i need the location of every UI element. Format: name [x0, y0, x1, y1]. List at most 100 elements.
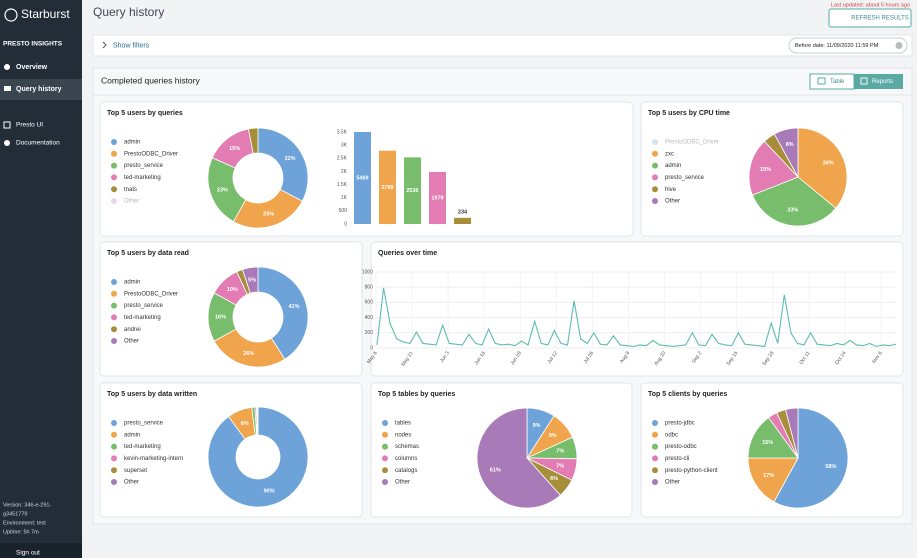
legend-label: presto-jdbc: [665, 421, 695, 427]
y-tick-label: 1000: [362, 269, 373, 275]
legend-label: ted-marketing: [124, 315, 161, 321]
card-title: Top 5 users by data written: [107, 391, 197, 398]
panel-title: Completed queries history: [101, 75, 200, 85]
slice-label: 33%: [787, 207, 798, 213]
section-label: PRESTO INSIGHTS: [3, 41, 63, 48]
bar: [379, 150, 396, 224]
y-tick-label: 1K: [341, 195, 348, 201]
legend-swatch: [382, 467, 388, 474]
nav-icon: [4, 86, 11, 91]
slice: [751, 176, 837, 227]
toggle-label: Reports: [872, 79, 893, 85]
legend-swatch: [111, 186, 117, 193]
legend-label: ted-marketing: [124, 175, 161, 181]
slice-label: 36%: [823, 160, 834, 166]
legend-label: kevin-marketing-intern: [124, 456, 183, 462]
nav-link[interactable]: Documentation: [16, 140, 60, 147]
page-title: Query history: [93, 5, 164, 19]
slice: [748, 140, 799, 196]
legend-label: schemas: [395, 444, 419, 450]
legend-swatch: [652, 431, 658, 438]
table-icon: [817, 77, 826, 85]
y-tick-label: 800: [365, 285, 374, 291]
y-tick-label: 600: [365, 300, 374, 306]
refresh-button[interactable]: [828, 8, 912, 28]
legend-label: presto-python-client: [665, 468, 718, 474]
refresh-label: REFRESH RESULTS: [851, 16, 909, 22]
sign-out[interactable]: Sign out: [16, 550, 40, 557]
chevron: [102, 41, 107, 49]
legend-swatch: [652, 198, 658, 204]
legend-label: Other: [124, 199, 139, 205]
date-pill[interactable]: [788, 37, 908, 54]
legend-swatch: [652, 455, 658, 462]
slice: [256, 406, 259, 436]
slice-label: 7%: [556, 448, 564, 454]
reports-icon: [860, 77, 868, 85]
legend-label: nodes: [395, 432, 411, 438]
legend-label: zxc: [665, 151, 674, 157]
legend-swatch: [111, 443, 117, 450]
legend-label: PrestoODBC_Driver: [124, 291, 178, 297]
nav-link[interactable]: Presto UI: [16, 122, 43, 129]
slice: [785, 407, 799, 459]
clear-date[interactable]: [895, 42, 903, 49]
bars: [354, 132, 471, 224]
slice-label: 25%: [263, 211, 274, 217]
slice-label: 19%: [760, 167, 771, 173]
legend-label: presto-cli: [665, 456, 689, 462]
legend-swatch: [382, 420, 388, 426]
version: Uptime: 5h 7m: [3, 529, 39, 535]
version: g3451779: [3, 511, 27, 517]
legend-swatch: [652, 443, 658, 450]
slice-label: 15%: [229, 146, 240, 152]
legend-swatch: [111, 479, 117, 485]
line: [376, 287, 897, 348]
legend-label: ted-marketing: [124, 444, 161, 450]
legend-label: admin: [124, 432, 140, 438]
card-title: Top 5 users by CPU time: [648, 110, 730, 117]
card-title: Queries over time: [378, 250, 437, 257]
slice-label: 5%: [248, 277, 256, 283]
legend-label: presto_service: [124, 163, 164, 169]
slice: [773, 407, 849, 509]
legend-swatch: [111, 338, 117, 344]
legend-swatch: [652, 467, 658, 474]
slice: [257, 127, 309, 202]
slice: [257, 266, 309, 360]
legend-swatch: [652, 139, 658, 145]
slice-label: 9%: [549, 433, 557, 439]
legend-swatch: [111, 174, 117, 181]
card-title: Top 5 users by queries: [107, 110, 183, 117]
legend-label: hive: [665, 187, 677, 193]
legend-swatch: [382, 443, 388, 450]
slice: [242, 266, 259, 294]
nav-item[interactable]: Query history: [16, 86, 62, 93]
y-tick-label: 0: [344, 221, 347, 227]
y-tick-label: 2.5K: [337, 156, 348, 162]
legend-swatch: [652, 162, 658, 169]
brand: Starburst: [21, 7, 70, 21]
version: Environment: test: [3, 520, 46, 526]
slice-label: 17%: [763, 473, 774, 479]
legend-label: catalogs: [395, 468, 417, 474]
legend-swatch: [652, 174, 658, 181]
bar-label: 5469: [356, 175, 368, 181]
show-filters[interactable]: Show filters: [113, 42, 150, 49]
slice-label: 58%: [825, 464, 836, 470]
legend-swatch: [652, 150, 658, 157]
card: [370, 241, 904, 377]
legend-swatch: [111, 431, 117, 438]
nav-item[interactable]: Overview: [16, 64, 48, 71]
legend-label: presto_service: [124, 303, 164, 309]
slice: [207, 406, 309, 508]
legend-swatch: [111, 314, 117, 321]
legend-swatch: [382, 431, 388, 438]
last-updated: Last updated: about 5 hours ago: [831, 2, 910, 8]
legend-label: presto_service: [124, 421, 164, 427]
legend-swatch: [111, 198, 117, 204]
legend-label: admin: [124, 280, 140, 286]
bar: [404, 157, 421, 224]
y-tick-label: 2K: [341, 169, 348, 175]
